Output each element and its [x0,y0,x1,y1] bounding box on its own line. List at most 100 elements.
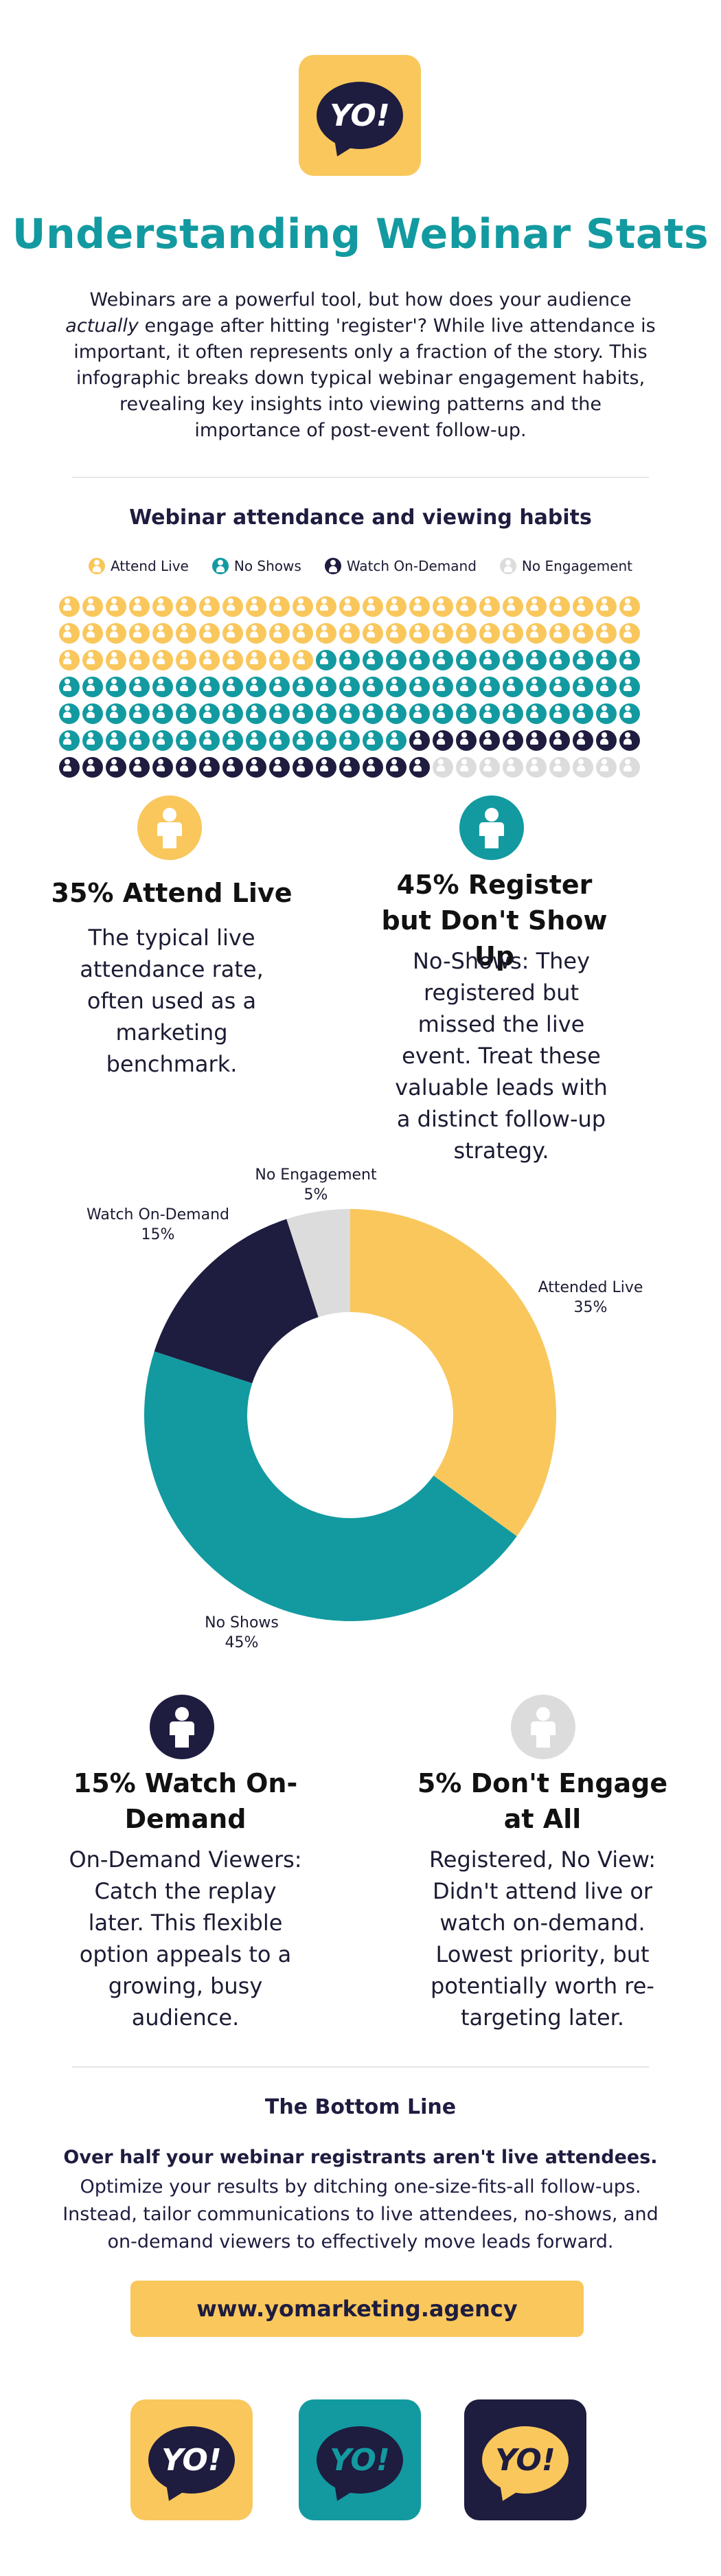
person-icon [363,757,383,778]
person-icon [316,650,336,670]
logo-text: YO! [161,2442,222,2478]
person-icon [211,558,229,574]
person-icon [456,623,477,644]
person-icon [129,730,150,751]
person-icon [363,677,383,697]
person-icon [596,623,617,644]
person-icon [152,703,173,724]
person-icon [386,757,407,778]
person-icon [479,703,500,724]
person-icon [246,730,266,751]
person-icon [106,703,126,724]
person-icon [456,596,477,617]
person-icon [293,757,313,778]
person-icon [456,650,477,670]
person-icon [596,730,617,751]
person-icon [386,596,407,617]
person-icon [386,730,407,751]
person-icon [409,623,430,644]
grid-row [59,677,663,697]
person-icon [246,650,266,670]
person-icon [293,677,313,697]
person-icon [59,703,80,724]
person-icon [152,757,173,778]
person-icon [293,650,313,670]
intro-part2: engage after hitting 'register'? While l… [73,315,656,441]
person-icon [246,757,266,778]
pie-label-value: 5% [304,1186,328,1204]
legend-item-no-engagement: No Engagement [499,558,633,574]
person-icon [479,596,500,617]
person-icon [269,650,290,670]
person-icon [503,703,523,724]
pie-label-name: No Shows [205,1614,279,1631]
person-icon [152,730,173,751]
website-url[interactable]: www.yomarketing.agency [196,2296,518,2322]
no-engagement-icon [511,1695,575,1759]
person-icon [152,623,173,644]
person-icon [619,677,640,697]
person-icon [106,757,126,778]
website-url-button[interactable]: www.yomarketing.agency [130,2281,584,2337]
person-icon [479,650,500,670]
person-icon [199,623,220,644]
stat-no-shows-body: No-Shows: They registered but missed the… [395,948,608,1164]
person-icon [456,757,477,778]
person-icon [433,650,453,670]
person-icon [433,677,453,697]
person-icon [106,650,126,670]
person-icon [269,757,290,778]
grid-heading: Webinar attendance and viewing habits [129,506,592,530]
pie-label-no-shows: No Shows 45% [180,1613,304,1653]
footer-logo-yellow: YO! [130,2399,253,2520]
person-icon [526,623,547,644]
divider-2 [72,2066,649,2068]
person-icon [82,757,103,778]
person-icon [573,730,593,751]
person-icon [129,703,150,724]
bottom-line-heading: The Bottom Line [264,2095,457,2119]
person-icon [549,596,570,617]
donut-chart [144,1209,556,1621]
person-icon [363,623,383,644]
person-icon [339,730,360,751]
person-icon [246,623,266,644]
person-icon [176,757,196,778]
person-icon [549,650,570,670]
person-icon [269,623,290,644]
person-icon [526,757,547,778]
person-icon [152,596,173,617]
stat-on-demand-body: On-Demand Viewers: Catch the replay late… [69,1846,302,2031]
person-icon [386,703,407,724]
grid-row [59,757,663,778]
person-icon [129,677,150,697]
person-icon [82,596,103,617]
people-grid [59,596,663,784]
person-icon [573,677,593,697]
intro-emphasis: actually [65,315,139,337]
stat-attend-live-title: 35% Attend Live [51,878,293,908]
person-icon [222,677,243,697]
person-icon [363,650,383,670]
pie-label-value: 45% [225,1634,259,1651]
pie-label-name: Attended Live [538,1279,643,1296]
person-icon [176,650,196,670]
person-icon [106,677,126,697]
person-icon [324,558,341,574]
person-icon [199,677,220,697]
legend-label: No Engagement [521,558,633,574]
person-icon [526,677,547,697]
person-icon [222,730,243,751]
person-icon [82,703,103,724]
person-icon [549,703,570,724]
person-icon [596,596,617,617]
person-icon [526,703,547,724]
grid-row [59,730,663,751]
person-icon [59,596,80,617]
legend-item-attend-live: Attend Live [88,558,189,574]
person-icon [503,650,523,670]
person-icon [106,596,126,617]
grid-row [59,596,663,617]
person-icon [339,757,360,778]
logo-bubble: YO! [148,2426,235,2494]
